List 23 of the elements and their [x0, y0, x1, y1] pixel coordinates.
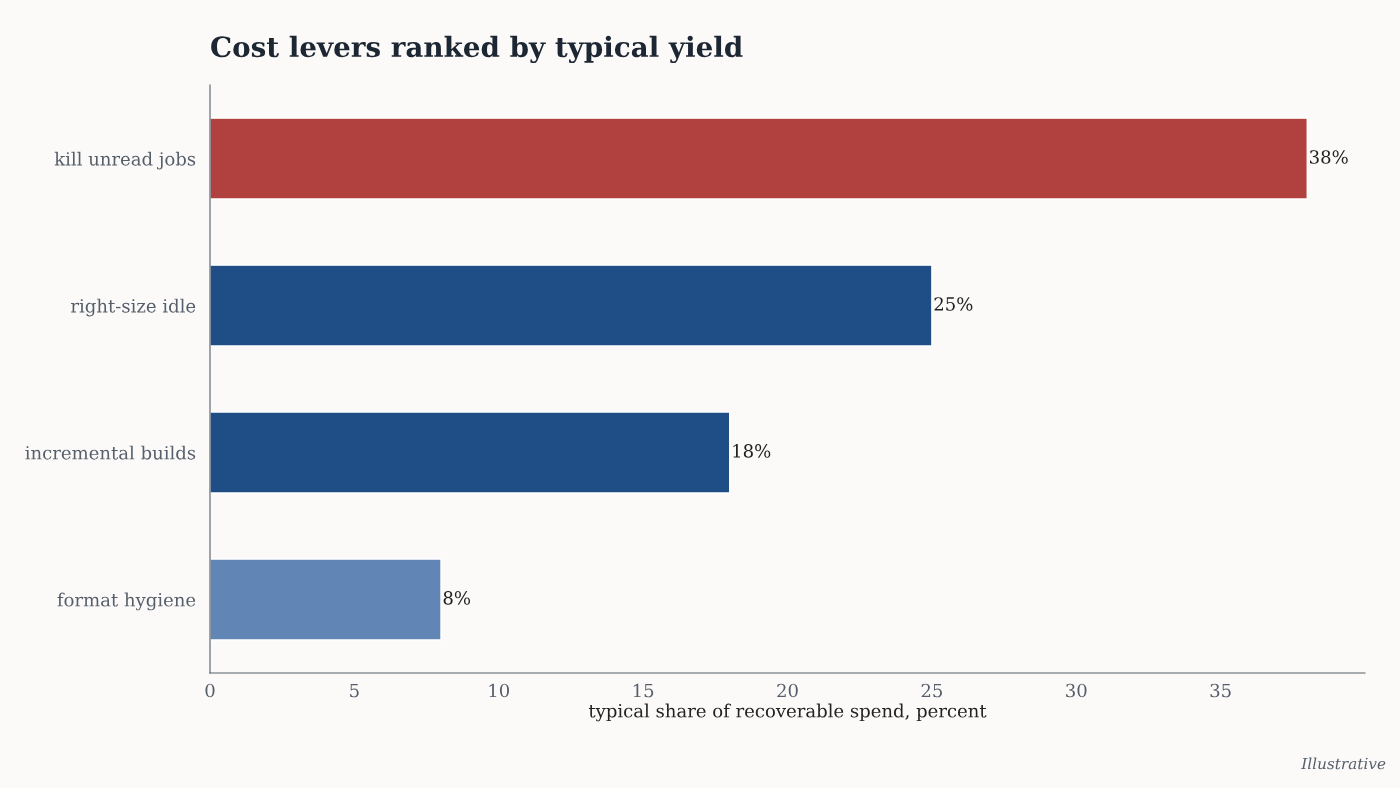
- chart-title: Cost levers ranked by typical yield: [211, 35, 743, 64]
- x-tick-label: 20: [777, 683, 798, 698]
- y-tick-label: incremental builds: [25, 445, 196, 460]
- data-label: 38%: [1310, 150, 1348, 164]
- y-tick-label: kill unread jobs: [54, 151, 196, 170]
- data-label: 8%: [443, 591, 471, 605]
- x-tick-label: 15: [633, 683, 654, 698]
- x-tick-label: 0: [205, 683, 215, 698]
- x-tick-label: 35: [1210, 683, 1231, 698]
- text: Illustrative: [1301, 757, 1386, 770]
- bar: [210, 264, 933, 347]
- x-axis-title: typical share of recoverable spend, percent: [588, 703, 987, 722]
- y-tick-label: format hygiene: [57, 592, 196, 611]
- bar: [210, 411, 731, 494]
- x-tick-label: 25: [921, 683, 942, 698]
- x-tick-label: 10: [489, 683, 510, 698]
- data-label: 18%: [733, 444, 771, 458]
- bar: [210, 558, 442, 641]
- bar: [210, 117, 1308, 200]
- data-label: 25%: [934, 297, 973, 311]
- x-tick-label: 5: [350, 683, 359, 698]
- x-tick-label: 30: [1066, 683, 1087, 698]
- y-tick-label: right-size idle: [71, 298, 196, 317]
